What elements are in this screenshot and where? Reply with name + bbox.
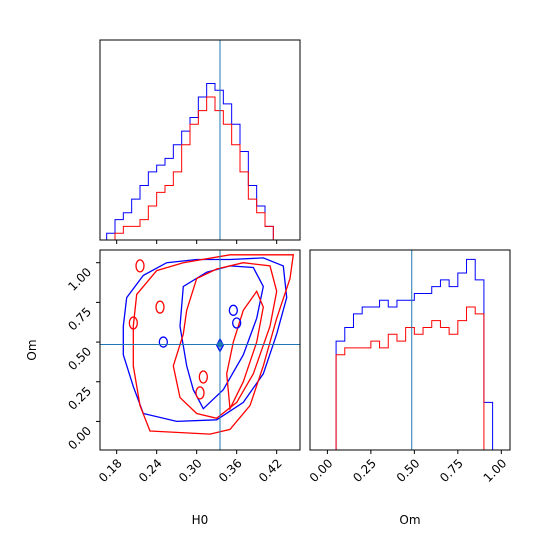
blue-contour-0 [122, 257, 288, 423]
h0-histogram-frame [99, 39, 301, 241]
red-contour-island-2 [155, 300, 165, 314]
om-histogram-blue-series [310, 258, 494, 451]
om-histogram-panel: 0.00 0.25 0.50 0.75 1.00 Om [307, 249, 511, 527]
joint-x-tick-label-1: 0.24 [136, 456, 165, 485]
h0-histogram-panel [99, 39, 301, 244]
blue-contour-island-2 [232, 317, 242, 329]
joint-x-tick-label-2: 0.30 [176, 456, 205, 485]
red-contour-island-4 [195, 386, 205, 400]
red-contour-island-0 [135, 259, 145, 273]
red-contour-island-3 [198, 370, 208, 384]
red-contour-island-1 [128, 316, 138, 330]
red-contour-0 [132, 254, 295, 435]
joint-y-tick-label-2: 0.50 [65, 344, 94, 373]
om-x-axis-label: Om [399, 513, 420, 527]
joint-y-axis-label: Om [25, 339, 39, 360]
blue-contour-island-0 [158, 336, 168, 348]
joint-contour-panel: 0.18 0.24 0.30 0.36 0.42 0.00 0.25 0.50 0.75 1.0… [25, 249, 301, 527]
joint-y-tick-label-4: 1.00 [65, 265, 94, 294]
red-contour-2 [226, 289, 264, 412]
joint-x-tick-label-3: 0.36 [216, 456, 245, 485]
om-x-tick-label-1: 0.25 [350, 456, 379, 485]
joint-truth-point [217, 341, 223, 348]
joint-y-tick-label-3: 0.75 [65, 305, 94, 334]
joint-x-tick-label-4: 0.42 [256, 456, 285, 485]
om-x-tick-label-3: 0.75 [437, 456, 466, 485]
om-x-tick-label-4: 1.00 [481, 456, 510, 485]
om-x-tick-label-2: 0.50 [394, 456, 423, 485]
joint-y-tick-label-0: 0.00 [65, 424, 94, 453]
joint-y-tick-label-1: 0.25 [65, 384, 94, 413]
om-histogram-frame [309, 249, 511, 451]
joint-x-tick-label-0: 0.18 [96, 456, 125, 485]
blue-contour-island-1 [228, 304, 238, 316]
joint-frame [99, 249, 301, 451]
red-contour-1 [172, 262, 278, 420]
h0-histogram-red-series [106, 96, 290, 241]
om-histogram-red-series [310, 306, 493, 451]
om-x-tick-label-0: 0.00 [307, 456, 336, 485]
h0-histogram-blue-series [106, 82, 290, 241]
joint-x-axis-label: H0 [192, 513, 209, 527]
blue-contour-1 [179, 265, 264, 410]
